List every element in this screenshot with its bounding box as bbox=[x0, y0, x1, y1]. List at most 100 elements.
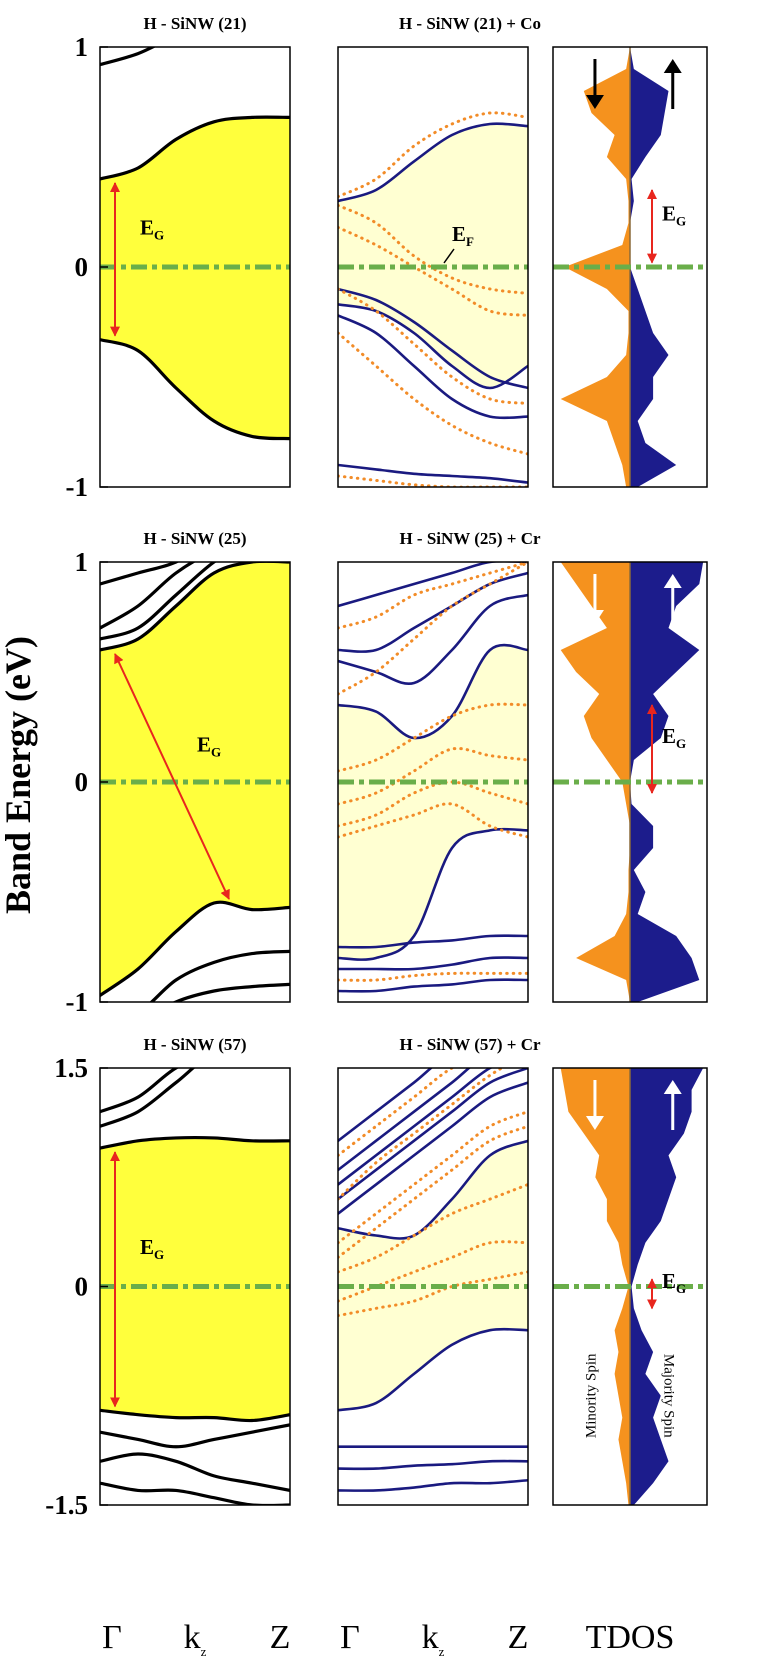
plot-area bbox=[553, 47, 707, 487]
band-line bbox=[338, 122, 528, 203]
band-line bbox=[338, 971, 528, 982]
annotation-sub: G bbox=[154, 227, 164, 242]
band-line bbox=[100, 338, 290, 441]
k-start: Γ bbox=[340, 1619, 360, 1656]
band-line bbox=[338, 463, 528, 484]
annotation-main: E bbox=[662, 724, 676, 748]
band-line bbox=[100, 562, 290, 652]
y-tick-label: 1 bbox=[75, 547, 89, 577]
band-line bbox=[338, 1459, 528, 1471]
band-line bbox=[338, 111, 528, 199]
annotation: EG bbox=[662, 724, 686, 751]
gap-fill bbox=[338, 123, 528, 389]
panel: EG bbox=[552, 46, 708, 488]
annotation-main: E bbox=[452, 222, 466, 246]
spin-arrow-head bbox=[585, 95, 604, 109]
band-line bbox=[338, 287, 528, 390]
panel: H - SiNW (25) + Cr bbox=[337, 529, 541, 1003]
band-line bbox=[338, 1478, 528, 1492]
band-line bbox=[338, 978, 528, 993]
annotation-main: E bbox=[662, 201, 676, 225]
band-line bbox=[338, 1124, 528, 1259]
annotation-sub: G bbox=[676, 213, 686, 228]
plot-area bbox=[100, 47, 290, 441]
band-line bbox=[172, 982, 290, 1002]
band-line bbox=[149, 949, 290, 1002]
gap-arrow bbox=[114, 653, 230, 900]
y-tick-label: -1 bbox=[66, 987, 89, 1017]
annotation: EG bbox=[197, 733, 221, 760]
panel-title: H - SiNW (21) + Co bbox=[399, 14, 541, 33]
plot-area bbox=[553, 562, 707, 1002]
panel-title: H - SiNW (57) + Cr bbox=[399, 1035, 541, 1054]
k-main: k bbox=[184, 1619, 201, 1656]
annotation-main: E bbox=[140, 215, 154, 239]
plot-area bbox=[338, 111, 528, 487]
frame bbox=[337, 561, 529, 1003]
annotation-sub: G bbox=[211, 745, 221, 760]
annotation-sub: F bbox=[466, 234, 474, 249]
band-line bbox=[338, 562, 528, 630]
band-line bbox=[338, 225, 528, 317]
band-line bbox=[338, 1270, 528, 1318]
band-line bbox=[338, 956, 528, 971]
k-start: Γ bbox=[102, 1619, 122, 1656]
band-line bbox=[338, 562, 528, 696]
y-tick-label: 0 bbox=[75, 1272, 89, 1302]
annotation: EG bbox=[140, 1235, 164, 1262]
frame bbox=[337, 1067, 529, 1506]
dos-area bbox=[560, 1068, 630, 1505]
band-line bbox=[338, 203, 528, 295]
dos-label: TDOS bbox=[586, 1619, 675, 1656]
annotation-main: E bbox=[197, 733, 211, 757]
gap-fill bbox=[100, 117, 290, 439]
y-tick-label: -1 bbox=[66, 472, 89, 502]
k-end: Z bbox=[270, 1619, 291, 1656]
plot-area bbox=[553, 1068, 707, 1505]
band-line bbox=[100, 562, 180, 586]
dos-area bbox=[560, 562, 630, 1002]
k-main: k bbox=[422, 1619, 439, 1656]
band-line bbox=[338, 1068, 471, 1172]
gap-fill bbox=[100, 1137, 290, 1421]
band-line bbox=[338, 1110, 528, 1245]
frame bbox=[552, 561, 708, 1003]
band-line bbox=[338, 1068, 505, 1201]
band-line bbox=[338, 1327, 528, 1412]
panel: H - SiNW (21) + Co EF bbox=[337, 14, 541, 488]
band-line bbox=[338, 287, 528, 405]
band-line bbox=[338, 934, 528, 949]
band-line bbox=[338, 746, 528, 806]
plot-area bbox=[100, 1068, 290, 1505]
band-line bbox=[100, 1135, 290, 1150]
plot-area bbox=[338, 562, 528, 993]
gap-fill bbox=[338, 645, 528, 960]
band-line bbox=[100, 47, 157, 67]
spin-arrow-head bbox=[663, 59, 682, 73]
panel-title: H - SiNW (25) + Cr bbox=[399, 529, 541, 548]
y-tick-label: 0 bbox=[75, 252, 89, 282]
k-middle: kz bbox=[422, 1619, 445, 1659]
panel: Minority Spin Majority Spin EG TDOS bbox=[552, 1067, 708, 1656]
k-end: Z bbox=[508, 1619, 529, 1656]
k-sub: z bbox=[201, 1644, 207, 1659]
frame bbox=[552, 46, 708, 488]
band-line bbox=[338, 562, 528, 608]
frame bbox=[552, 1067, 708, 1506]
band-line bbox=[338, 643, 528, 740]
annotation: EG bbox=[662, 201, 686, 228]
band-line bbox=[338, 827, 528, 961]
panel-title: H - SiNW (25) bbox=[143, 529, 246, 548]
band-line bbox=[338, 1139, 528, 1240]
plot-area bbox=[100, 562, 290, 1002]
panel: H - SiNW (57) EG -1.5 0 1.5 Γ kz Z bbox=[45, 1035, 291, 1659]
band-line bbox=[100, 1068, 196, 1128]
annotation: EF bbox=[452, 222, 474, 249]
k-sub: z bbox=[439, 1644, 445, 1659]
y-tick-label: 1 bbox=[75, 32, 89, 62]
annotation: EG bbox=[140, 215, 164, 242]
band-line bbox=[338, 1068, 528, 1201]
band-line bbox=[100, 562, 217, 641]
